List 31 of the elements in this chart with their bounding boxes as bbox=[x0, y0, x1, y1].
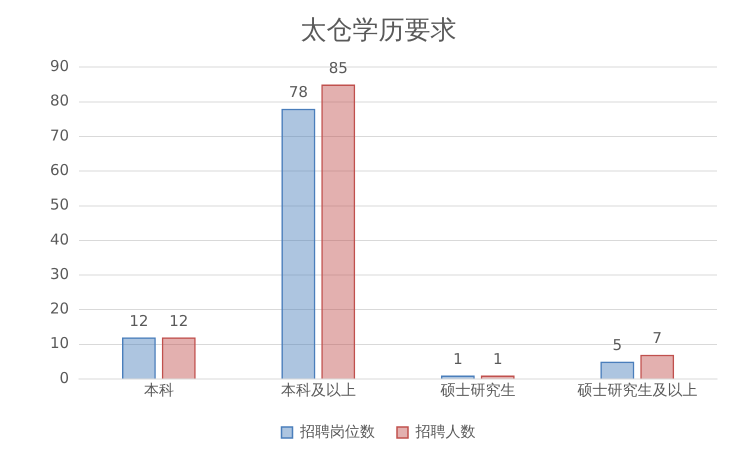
y-tick-label: 0 bbox=[60, 368, 70, 387]
y-tick-label: 80 bbox=[50, 92, 70, 110]
data-label: 12 bbox=[129, 312, 148, 330]
y-tick-label: 90 bbox=[50, 57, 70, 76]
legend-label: 招聘人数 bbox=[414, 422, 476, 440]
y-tick-label: 20 bbox=[50, 300, 70, 318]
data-label: 12 bbox=[169, 312, 188, 330]
x-tick-label: 本科 bbox=[144, 380, 174, 399]
legend-label: 招聘岗位数 bbox=[299, 422, 375, 440]
data-label: 1 bbox=[453, 350, 463, 368]
data-label: 7 bbox=[652, 329, 662, 348]
bar bbox=[281, 108, 316, 378]
bar bbox=[600, 362, 634, 378]
data-label: 78 bbox=[288, 83, 308, 102]
bar bbox=[122, 337, 156, 378]
x-tick-label: 本科及以上 bbox=[280, 380, 356, 399]
y-tick-label: 60 bbox=[50, 161, 70, 180]
bar bbox=[321, 84, 356, 378]
y-tick-label: 10 bbox=[50, 334, 70, 352]
data-label: 5 bbox=[612, 336, 622, 354]
x-tick-label: 硕士研究生 bbox=[439, 380, 516, 399]
x-tick-label: 硕士研究生及以上 bbox=[576, 380, 698, 399]
data-label: 85 bbox=[328, 58, 348, 77]
y-tick-label: 50 bbox=[50, 196, 70, 214]
y-tick-label: 30 bbox=[50, 264, 70, 283]
bar bbox=[162, 337, 196, 378]
data-label: 1 bbox=[492, 350, 502, 368]
chart-title: 太仓学历要求 bbox=[300, 15, 456, 46]
y-tick-label: 40 bbox=[50, 230, 70, 248]
y-tick-label: 70 bbox=[50, 126, 70, 144]
bar bbox=[640, 354, 674, 378]
